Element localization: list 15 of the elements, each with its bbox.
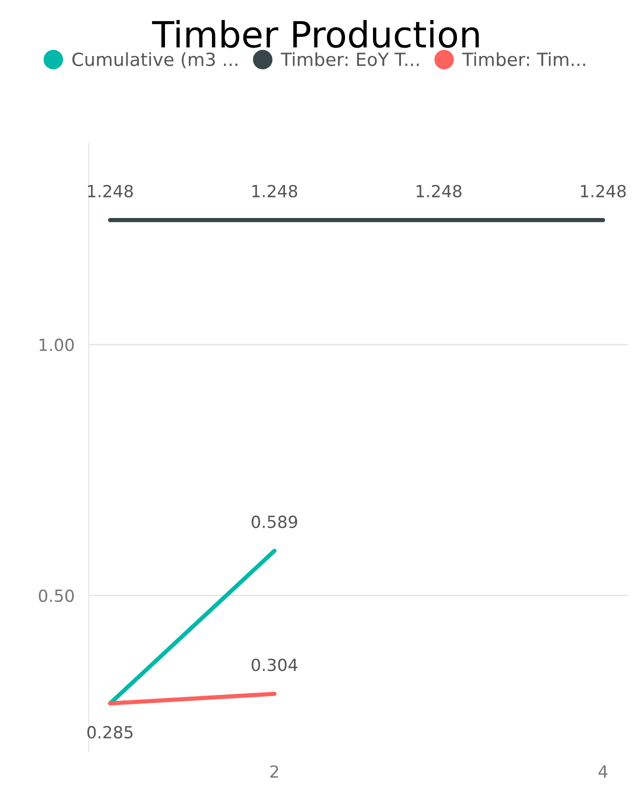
data-label: 1.248: [580, 184, 626, 198]
data-label: 0.589: [252, 516, 298, 528]
x-tick-label: 4: [598, 765, 608, 778]
legend-label: Timber: Tim...: [462, 52, 586, 66]
data-label: 0.304: [252, 658, 298, 672]
data-label: 1.248: [88, 184, 133, 198]
data-label: 1.248: [252, 184, 298, 198]
data-label: 0.285: [87, 726, 133, 739]
chart-title: Timber Production: [152, 20, 479, 48]
data-label: 1.248: [416, 184, 462, 198]
legend-label: Timber: EoY T...: [280, 52, 419, 66]
y-tick-label: 0.50: [38, 589, 74, 602]
legend-label: Cumulative (m3 ...: [72, 52, 238, 68]
x-tick-label: 2: [270, 765, 278, 778]
y-tick-label: 1.00: [40, 338, 74, 352]
